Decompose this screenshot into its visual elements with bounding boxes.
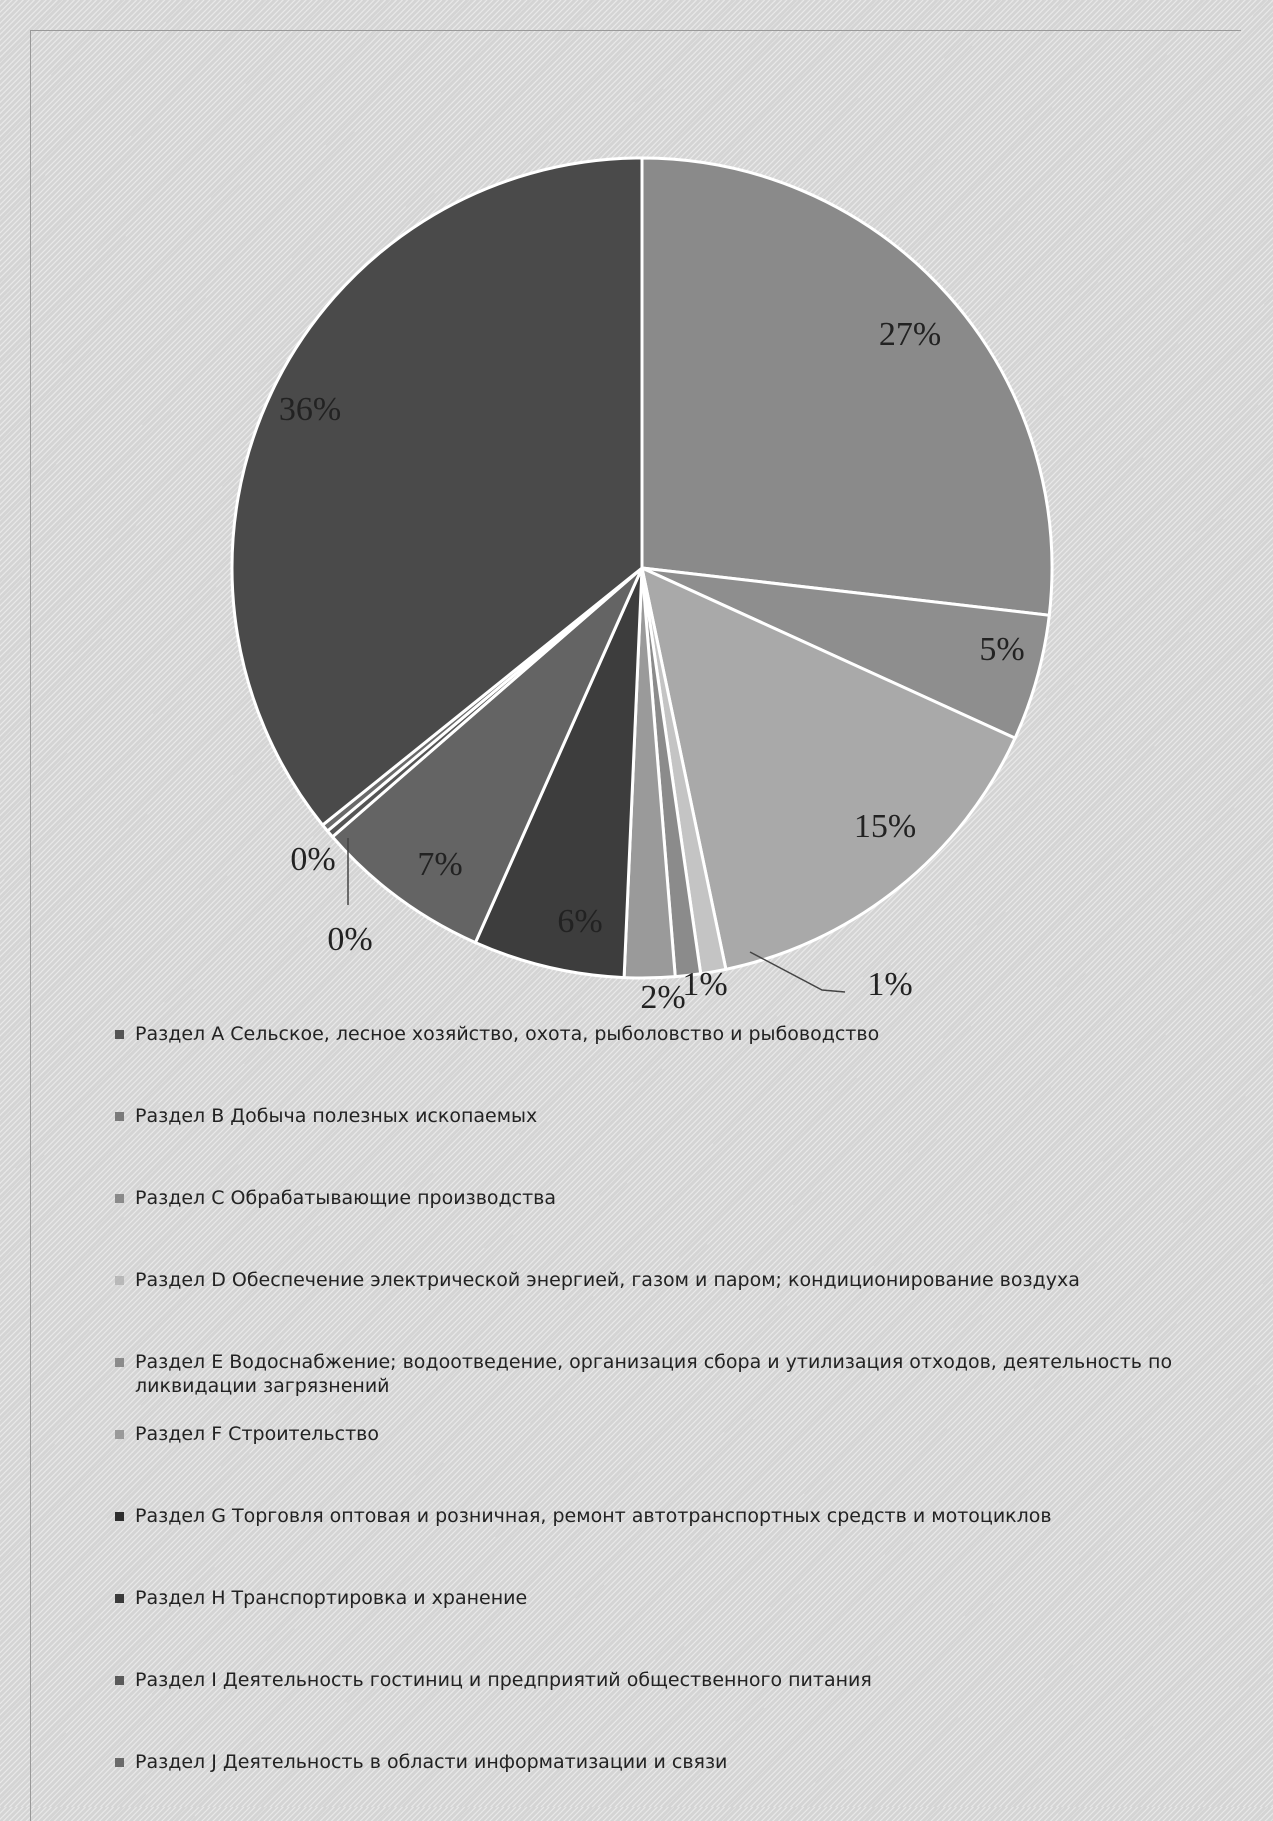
pie-slice-1: [640, 156, 1054, 617]
data-label-6: 2%: [640, 979, 685, 1016]
legend-swatch-5: [115, 1358, 124, 1367]
data-label-10: 0%: [327, 921, 372, 958]
legend-item-9: Раздел I Деятельность гостиниц и предпри…: [115, 1668, 1195, 1692]
legend-swatch-8: [115, 1594, 124, 1603]
data-label-7: 6%: [557, 903, 602, 940]
data-label-9: 0%: [290, 841, 335, 878]
legend-label-6: Раздел F Строительство: [135, 1423, 379, 1445]
pie-slice-7: [473, 567, 644, 980]
legend-label-10: Раздел J Деятельность в области информат…: [135, 1751, 728, 1773]
data-label-2: 5%: [979, 631, 1024, 668]
legend-label-2: Раздел В Добыча полезных ископаемых: [135, 1105, 538, 1127]
data-label-3: 15%: [854, 808, 916, 845]
legend-swatch-6: [115, 1430, 124, 1439]
legend-item-8: Раздел Н Транспортировка и хранение: [115, 1586, 1195, 1610]
legend-swatch-4: [115, 1276, 124, 1285]
data-label-8: 7%: [417, 846, 462, 883]
pie-slice-8: [330, 566, 644, 945]
legend-label-1: Раздел А Сельское, лесное хозяйство, охо…: [135, 1023, 880, 1045]
pie-chart: 27%5%15%1%1%2%6%7%0%0%36%: [230, 156, 1054, 1016]
pie-slice-11: [230, 156, 644, 828]
legend-label-8: Раздел Н Транспортировка и хранение: [135, 1587, 528, 1609]
legend-label-4: Раздел D Обеспечение электрической энерг…: [135, 1269, 1080, 1291]
data-label-4: 1%: [867, 966, 912, 1003]
legend-label-5: Раздел Е Водоснабжение; водоотведение, о…: [135, 1351, 1173, 1397]
legend-item-7: Раздел G Торговля оптовая и розничная, р…: [115, 1504, 1195, 1528]
pie-slice-3: [639, 565, 1018, 972]
data-label-1: 27%: [879, 316, 941, 353]
legend-swatch-2: [115, 1112, 124, 1121]
legend-label-9: Раздел I Деятельность гостиниц и предпри…: [135, 1669, 872, 1691]
legend-swatch-3: [115, 1194, 124, 1203]
legend-item-1: Раздел А Сельское, лесное хозяйство, охо…: [115, 1022, 1195, 1046]
chart-frame: [30, 30, 1241, 1821]
legend-item-5: Раздел Е Водоснабжение; водоотведение, о…: [115, 1350, 1195, 1398]
legend-item-6: Раздел F Строительство: [115, 1422, 1195, 1446]
legend-label-7: Раздел G Торговля оптовая и розничная, р…: [135, 1505, 1052, 1527]
legend-swatch-10: [115, 1758, 124, 1767]
data-label-11: 36%: [279, 391, 341, 428]
legend-item-2: Раздел В Добыча полезных ископаемых: [115, 1104, 1195, 1128]
legend-label-3: Раздел С Обрабатывающие производства: [135, 1187, 557, 1209]
legend-item-3: Раздел С Обрабатывающие производства: [115, 1186, 1195, 1210]
legend-item-4: Раздел D Обеспечение электрической энерг…: [115, 1268, 1195, 1292]
legend-swatch-7: [115, 1512, 124, 1521]
legend-swatch-9: [115, 1676, 124, 1685]
leader-line-4: [749, 951, 846, 993]
data-label-5: 1%: [682, 966, 727, 1003]
legend-swatch-1: [115, 1030, 124, 1039]
legend-item-10: Раздел J Деятельность в области информат…: [115, 1750, 1195, 1774]
legend: Раздел А Сельское, лесное хозяйство, охо…: [115, 1022, 1195, 1774]
